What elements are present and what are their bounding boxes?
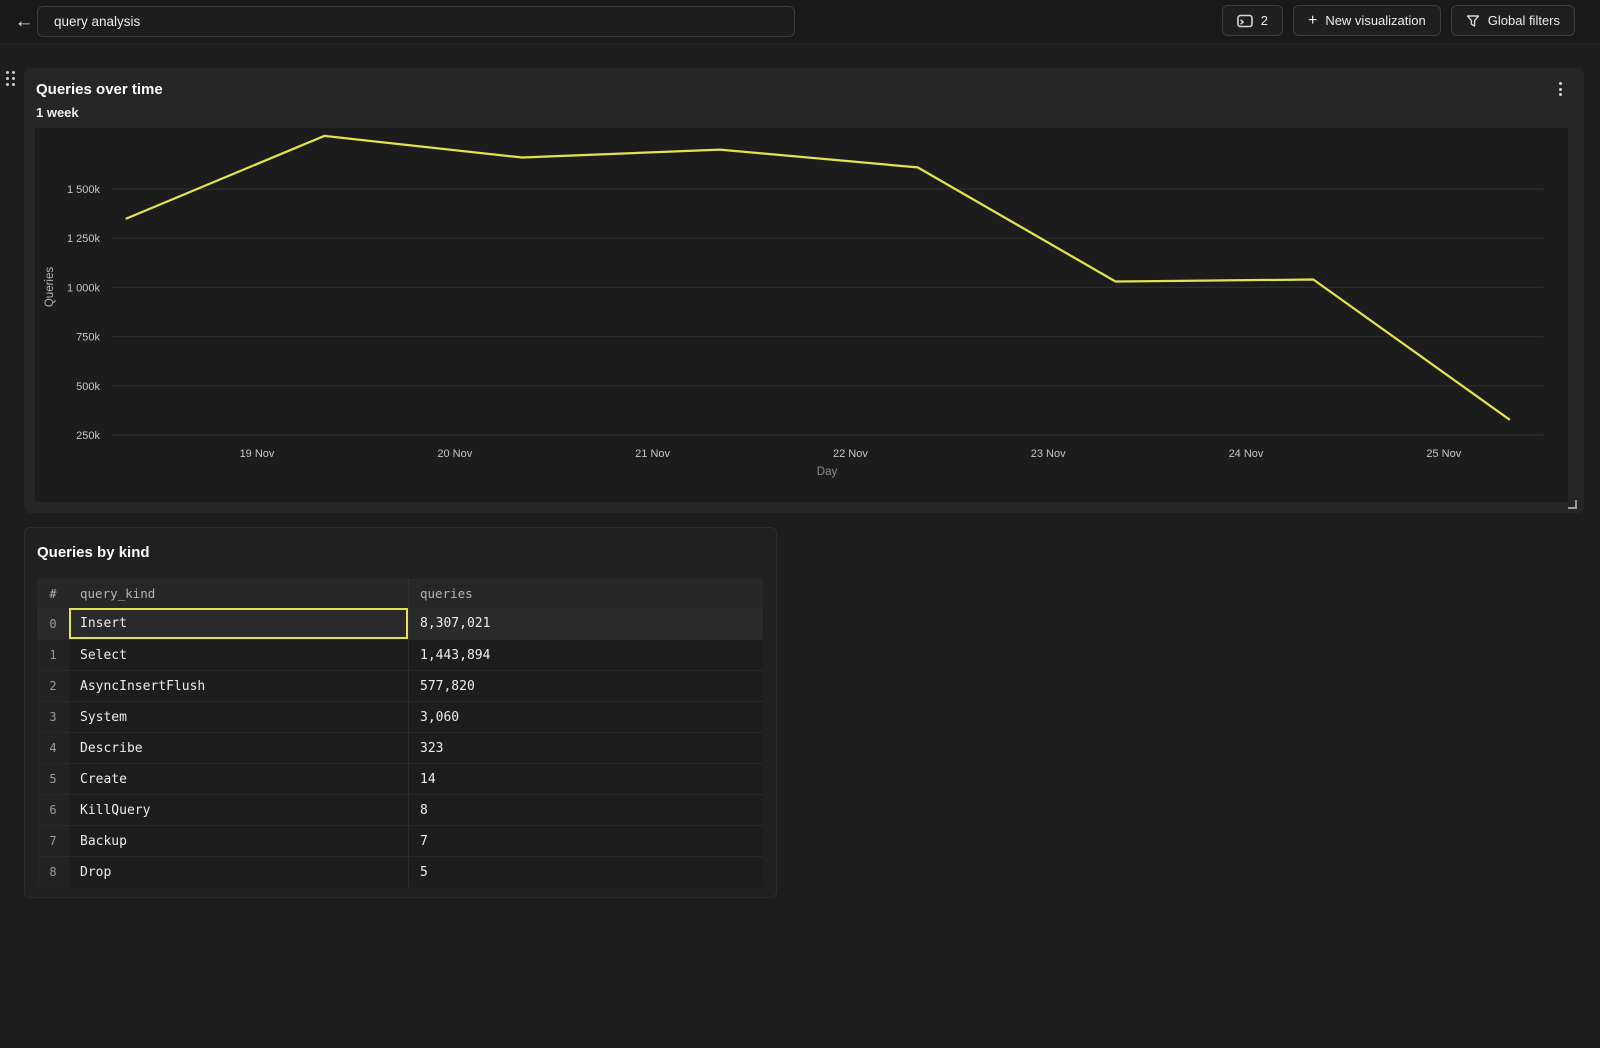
- x-tick-label: 24 Nov: [1229, 448, 1264, 460]
- cell-query-kind[interactable]: Insert: [69, 608, 408, 639]
- y-tick-label: 1 500k: [67, 184, 101, 196]
- topbar: ← 2 + New visualization Global filters: [0, 0, 1600, 44]
- console-window-icon: [1236, 14, 1253, 28]
- x-tick-label: 23 Nov: [1031, 448, 1066, 460]
- chart-title: Queries over time: [36, 81, 163, 98]
- cell-queries[interactable]: 14: [408, 764, 763, 794]
- table-row: 3 System 3,060: [37, 701, 763, 732]
- table-row: 6 KillQuery 8: [37, 794, 763, 825]
- x-tick-label: 21 Nov: [635, 448, 670, 460]
- cell-index[interactable]: 2: [37, 671, 69, 701]
- kebab-icon: [1558, 82, 1562, 85]
- cell-index[interactable]: 4: [37, 733, 69, 763]
- cell-index[interactable]: 7: [37, 826, 69, 856]
- cell-index[interactable]: 5: [37, 764, 69, 794]
- new-visualization-label: New visualization: [1325, 13, 1426, 28]
- dashboard-canvas: Queries over time 1 week 250k 500k 750k 1 0…: [0, 44, 1600, 1048]
- panels-count-button[interactable]: 2: [1221, 5, 1283, 36]
- cell-queries[interactable]: 5: [408, 857, 763, 887]
- cell-query-kind[interactable]: Backup: [80, 833, 127, 849]
- back-arrow-icon: ←: [14, 11, 34, 32]
- col-header-query-kind[interactable]: query_kind: [80, 586, 156, 601]
- cell-query-kind[interactable]: System: [80, 709, 127, 725]
- global-filters-button[interactable]: Global filters: [1450, 5, 1575, 36]
- card-menu-button[interactable]: [1553, 79, 1567, 99]
- cell-query-kind[interactable]: Select: [80, 647, 127, 663]
- col-header-queries[interactable]: queries: [408, 579, 763, 608]
- y-tick-label: 750k: [76, 332, 100, 344]
- col-header-index[interactable]: #: [37, 579, 69, 608]
- chart-subtitle: 1 week: [36, 105, 79, 120]
- table-row: 7 Backup 7: [37, 825, 763, 856]
- cell-queries[interactable]: 323: [408, 733, 763, 763]
- cell-index[interactable]: 1: [37, 640, 69, 670]
- cell-index[interactable]: 3: [37, 702, 69, 732]
- x-tick-label: 22 Nov: [833, 448, 868, 460]
- table-row: 1 Select 1,443,894: [37, 639, 763, 670]
- cell-queries[interactable]: 577,820: [408, 671, 763, 701]
- filter-funnel-icon: [1466, 14, 1480, 28]
- cell-query-kind[interactable]: Describe: [80, 740, 143, 756]
- cell-query-kind[interactable]: Create: [80, 771, 127, 787]
- cell-index[interactable]: 0: [37, 608, 69, 639]
- x-axis-title: Day: [817, 466, 838, 478]
- table-row: 2 AsyncInsertFlush 577,820: [37, 670, 763, 701]
- y-tick-label: 1 250k: [67, 233, 101, 245]
- cell-query-kind[interactable]: AsyncInsertFlush: [80, 678, 206, 694]
- x-tick-label: 25 Nov: [1426, 448, 1461, 460]
- cell-index[interactable]: 6: [37, 795, 69, 825]
- table-title: Queries by kind: [37, 544, 150, 561]
- plus-icon: +: [1307, 11, 1318, 29]
- drag-handle-icon[interactable]: [6, 71, 15, 86]
- cell-queries[interactable]: 7: [408, 826, 763, 856]
- cell-index[interactable]: 8: [37, 857, 69, 887]
- x-tick-label: 19 Nov: [240, 448, 275, 460]
- table-row: 0 Insert 8,307,021: [37, 608, 763, 639]
- back-button[interactable]: ←: [10, 7, 38, 37]
- cell-queries[interactable]: 1,443,894: [408, 640, 763, 670]
- resize-handle[interactable]: [1568, 500, 1577, 509]
- global-filters-label: Global filters: [1487, 13, 1560, 28]
- queries-by-kind-table: # query_kind queries 0 Insert 8,307,021 1 Selec…: [37, 579, 763, 887]
- x-tick-label: 20 Nov: [437, 448, 472, 460]
- cell-query-kind[interactable]: Drop: [80, 864, 112, 880]
- y-tick-label: 500k: [76, 381, 100, 393]
- chart-card: Queries over time 1 week 250k 500k 750k 1 0…: [24, 68, 1584, 513]
- table-row: 8 Drop 5: [37, 856, 763, 887]
- table-row: 4 Describe 323: [37, 732, 763, 763]
- cell-queries[interactable]: 8: [408, 795, 763, 825]
- queries-over-time-chart[interactable]: 250k 500k 750k 1 000k 1 250k 1 500k 19 Nov 20 N…: [35, 128, 1568, 502]
- cell-query-kind[interactable]: KillQuery: [80, 802, 151, 818]
- cell-queries[interactable]: 8,307,021: [408, 608, 763, 639]
- topbar-actions: 2 + New visualization Global filters: [1221, 5, 1575, 36]
- new-visualization-button[interactable]: + New visualization: [1292, 5, 1441, 36]
- y-tick-label: 250k: [76, 430, 100, 442]
- table-row: 5 Create 14: [37, 763, 763, 794]
- y-axis-title: Queries: [44, 267, 56, 308]
- table-card: Queries by kind # query_kind queries 0 Inser…: [24, 527, 777, 898]
- y-tick-label: 1 000k: [67, 282, 101, 294]
- cell-queries[interactable]: 3,060: [408, 702, 763, 732]
- queries-line-series: [125, 134, 1511, 421]
- dashboard-title-input[interactable]: [37, 6, 795, 37]
- table-header-row: # query_kind queries: [37, 579, 763, 608]
- panels-count-label: 2: [1260, 13, 1268, 28]
